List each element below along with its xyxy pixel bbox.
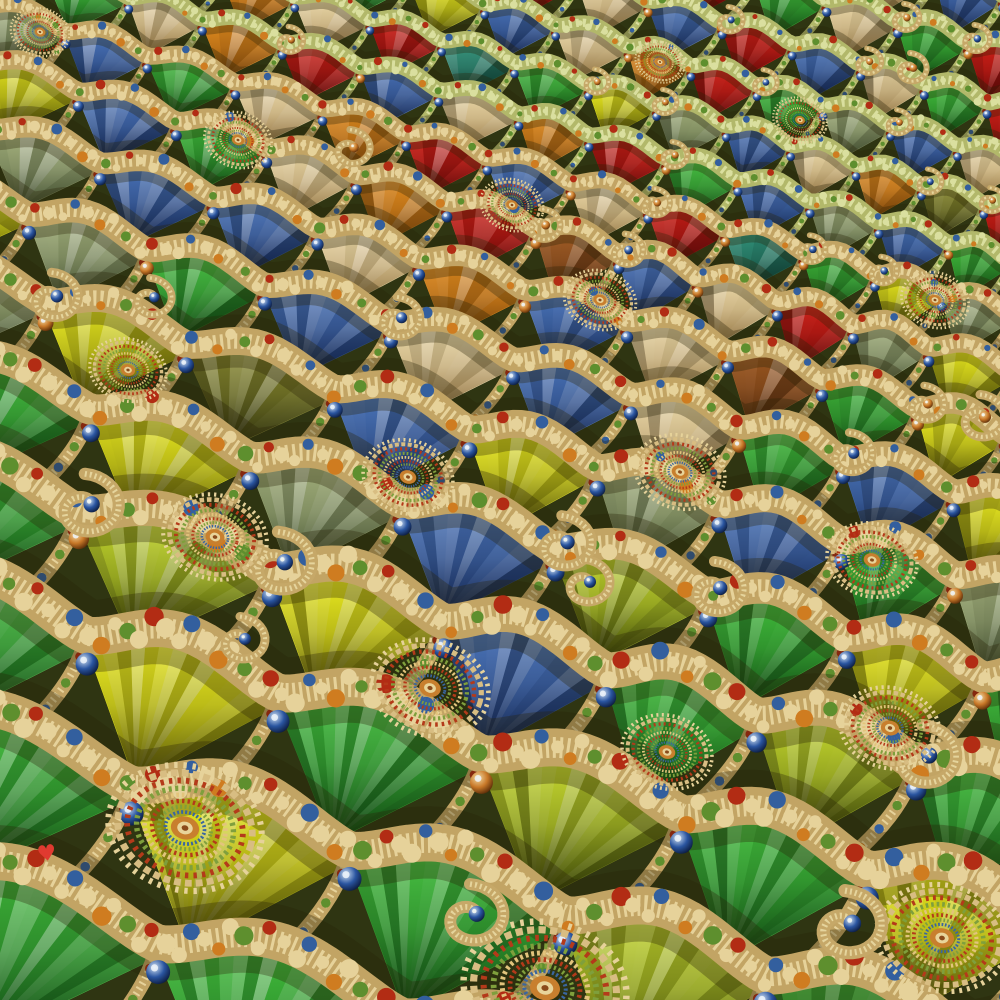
heart-accent: ♥: [35, 840, 58, 868]
